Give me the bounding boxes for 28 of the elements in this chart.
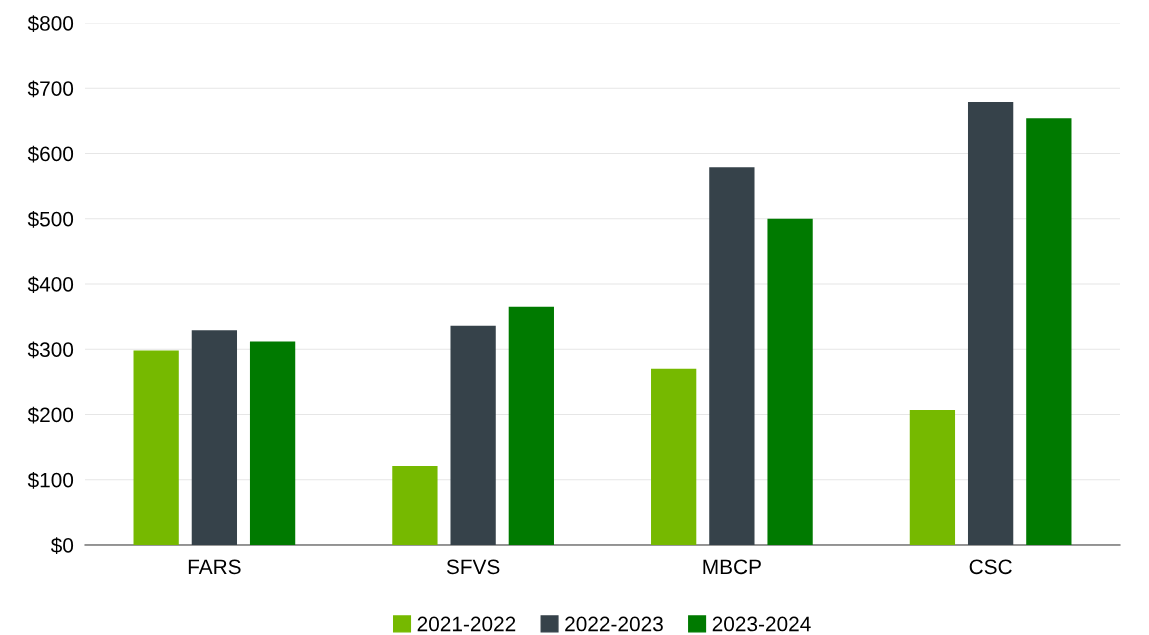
bar: [709, 167, 755, 545]
bar: [651, 368, 697, 545]
y-tick-label: $800: [27, 15, 74, 32]
bar: [767, 218, 813, 545]
bar: [1026, 118, 1072, 545]
y-tick-label: $200: [27, 406, 74, 424]
x-tick-label: FARS: [188, 559, 241, 575]
legend-label: 2022-2023: [565, 616, 663, 632]
x-tick-label: MBCP: [703, 559, 761, 575]
bar: [508, 306, 554, 545]
y-tick-label: $600: [27, 145, 74, 163]
x-tick-label: CSC: [969, 559, 1012, 575]
legend-label: 2023-2024: [712, 616, 811, 632]
x-tick-label: SFVS: [446, 559, 500, 575]
bar: [967, 101, 1014, 545]
bar: [191, 330, 238, 545]
bar: [909, 409, 956, 545]
y-tick-label: $400: [27, 276, 74, 293]
bar: [392, 466, 438, 545]
legend-label: 2021-2022: [417, 616, 516, 632]
bar: [450, 325, 496, 545]
bar: [249, 341, 296, 545]
y-tick-label: $700: [27, 80, 74, 98]
bar: [133, 350, 179, 545]
y-tick-label: $300: [27, 341, 74, 359]
y-tick-label: $500: [27, 210, 74, 228]
y-tick-label: $0: [50, 537, 74, 554]
y-tick-label: $100: [27, 471, 74, 489]
